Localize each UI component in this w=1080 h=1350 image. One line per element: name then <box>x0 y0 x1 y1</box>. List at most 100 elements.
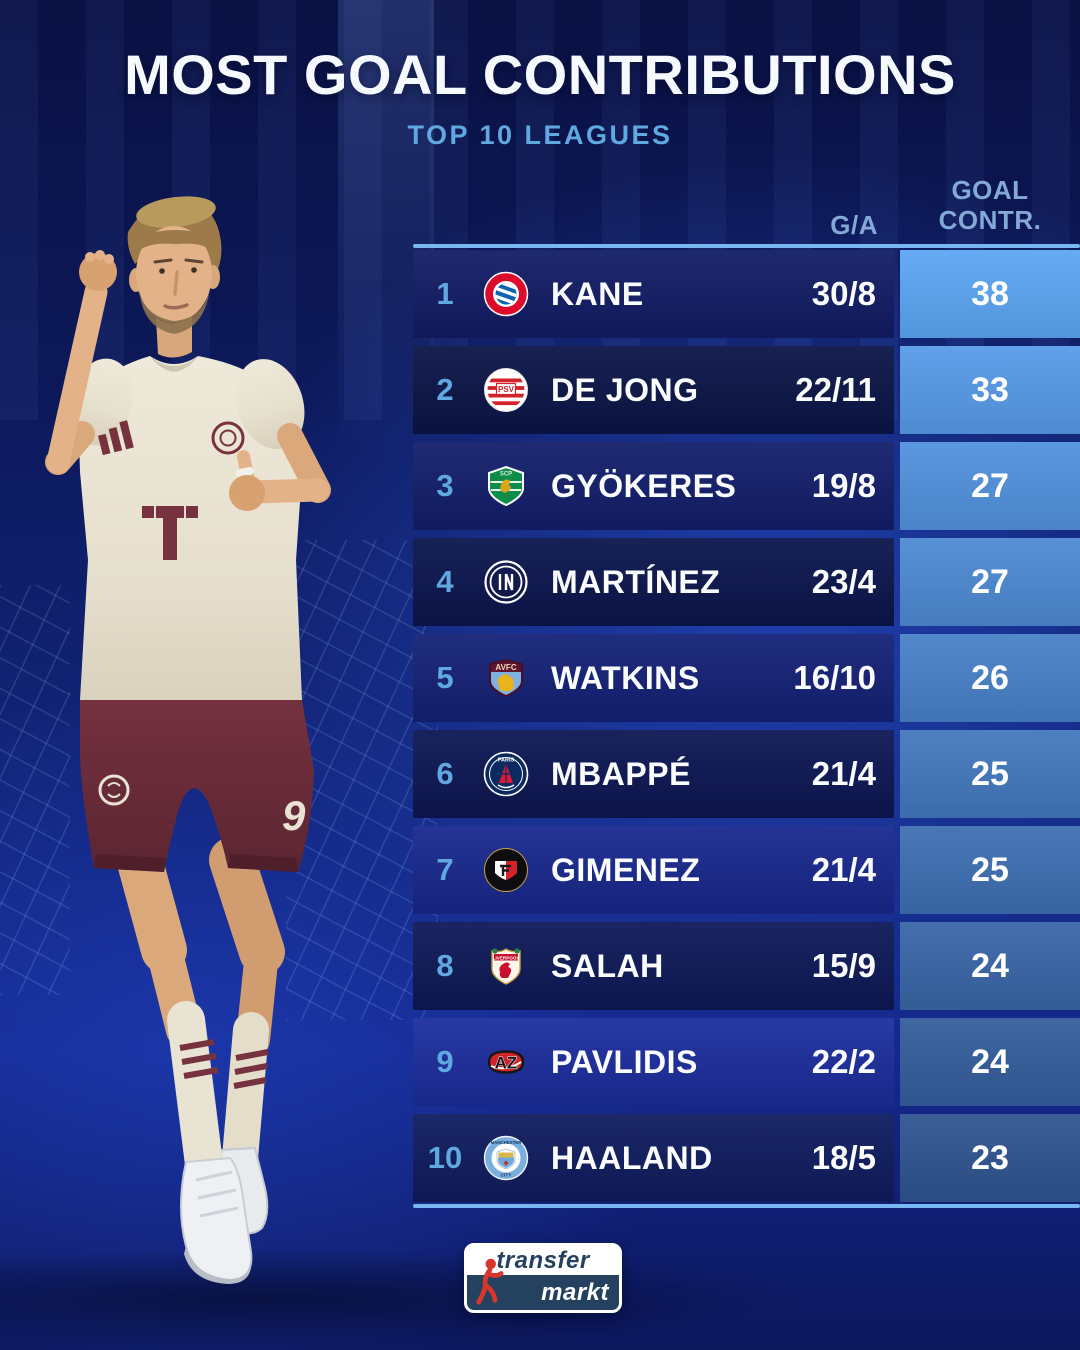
table-row: 9 AZ PAVLIDIS 22/2 24 <box>413 1018 1080 1106</box>
goal-contr-value: 38 <box>971 274 1009 313</box>
table-bottom-border <box>413 1204 1080 1208</box>
svg-text:PSV: PSV <box>498 385 515 394</box>
table-row-main: 8 LIVERPOOL SALAH 15/9 <box>413 922 894 1010</box>
liverpool-badge-icon: LIVERPOOL <box>483 943 529 989</box>
column-header-contr: CONTR. <box>938 204 1042 235</box>
goal-contr-cell: 23 <box>900 1114 1080 1202</box>
table-row: 7 GIMENEZ 21/4 25 <box>413 826 1080 914</box>
goal-contr-cell: 27 <box>900 538 1080 626</box>
sporting-cp-badge-icon: SCP <box>483 463 529 509</box>
goal-contr-cell: 38 <box>900 250 1080 338</box>
goal-contr-cell: 33 <box>900 346 1080 434</box>
table-row-main: 5 AVFC WATKINS 16/10 <box>413 634 894 722</box>
goal-contr-value: 23 <box>971 1138 1009 1177</box>
player-name: SALAH <box>551 947 664 984</box>
table-row-main: 4 MARTÍNEZ 23/4 <box>413 538 894 626</box>
goal-contr-value: 25 <box>971 754 1009 793</box>
table-row: 4 MARTÍNEZ 23/4 27 <box>413 538 1080 626</box>
table-row: 10 MANCHESTER CITY HAALAND 18/5 23 <box>413 1114 1080 1202</box>
bayern-munich-badge-icon <box>483 271 529 317</box>
goal-contr-cell: 24 <box>900 922 1080 1010</box>
ranking-table: 1 KANE 30/8 38 2 PSV DE JONG 22/11 33 3 … <box>413 250 1080 1202</box>
ga-value: 21/4 <box>811 851 876 888</box>
table-row: 3 SCP GYÖKERES 19/8 27 <box>413 442 1080 530</box>
rank-label: 1 <box>436 276 454 311</box>
table-row-main: 7 GIMENEZ 21/4 <box>413 826 894 914</box>
table-row-main: 10 MANCHESTER CITY HAALAND 18/5 <box>413 1114 894 1202</box>
table-top-border <box>413 244 1080 248</box>
transfermarkt-player-icon <box>476 1258 504 1305</box>
svg-text:9: 9 <box>282 792 306 839</box>
rank-label: 5 <box>436 660 454 695</box>
page-title: MOST GOAL CONTRIBUTIONS <box>124 43 956 106</box>
page-subtitle: TOP 10 LEAGUES <box>407 120 673 150</box>
ga-value: 21/4 <box>811 755 876 792</box>
inter-milan-badge-icon <box>483 559 529 605</box>
goal-contr-cell: 27 <box>900 442 1080 530</box>
goal-contr-value: 24 <box>971 946 1009 985</box>
goal-contr-cell: 25 <box>900 730 1080 818</box>
transfermarkt-word-transfer: transfer <box>496 1246 590 1274</box>
table-row: 6 PARIS MBAPPÉ 21/4 25 <box>413 730 1080 818</box>
goal-contr-value: 26 <box>971 658 1009 697</box>
goal-contr-cell: 25 <box>900 826 1080 914</box>
rank-label: 3 <box>436 468 454 503</box>
svg-text:AVFC: AVFC <box>495 663 516 672</box>
player-name: HAALAND <box>551 1139 713 1176</box>
player-name: WATKINS <box>551 659 700 696</box>
player-name: KANE <box>551 275 644 312</box>
goal-contr-value: 27 <box>971 466 1009 505</box>
table-row: 2 PSV DE JONG 22/11 33 <box>413 346 1080 434</box>
rank-label: 10 <box>427 1140 463 1175</box>
player-name: GIMENEZ <box>551 851 701 888</box>
column-header-goal: GOAL <box>951 175 1029 205</box>
rank-label: 9 <box>436 1044 454 1079</box>
psg-badge-icon: PARIS <box>483 751 529 797</box>
feyenoord-badge-icon <box>483 847 529 893</box>
svg-text:PARIS: PARIS <box>498 758 515 764</box>
goal-contr-cell: 26 <box>900 634 1080 722</box>
ga-value: 19/8 <box>811 467 876 504</box>
player-name: GYÖKERES <box>551 467 737 504</box>
goal-contr-value: 25 <box>971 850 1009 889</box>
column-header-goal-contr: GOAL CONTR. <box>900 175 1080 236</box>
rank-label: 2 <box>436 372 454 407</box>
table-row-main: 1 KANE 30/8 <box>413 250 894 338</box>
player-name: PAVLIDIS <box>551 1043 698 1080</box>
goal-contr-value: 24 <box>971 1042 1009 1081</box>
player-name: DE JONG <box>551 371 699 408</box>
table-row: 5 AVFC WATKINS 16/10 26 <box>413 634 1080 722</box>
goal-contr-value: 27 <box>971 562 1009 601</box>
goal-contr-cell: 24 <box>900 1018 1080 1106</box>
ga-value: 15/9 <box>811 947 876 984</box>
player-name: MARTÍNEZ <box>551 563 721 600</box>
table-row-main: 9 AZ PAVLIDIS 22/2 <box>413 1018 894 1106</box>
table-row-main: 3 SCP GYÖKERES 19/8 <box>413 442 894 530</box>
ga-value: 23/4 <box>811 563 876 600</box>
svg-text:AZ: AZ <box>495 1054 518 1073</box>
table-row: 1 KANE 30/8 38 <box>413 250 1080 338</box>
ga-value: 16/10 <box>793 659 876 696</box>
table-row-main: 6 PARIS MBAPPÉ 21/4 <box>413 730 894 818</box>
psv-badge-icon: PSV <box>483 367 529 413</box>
table-row-main: 2 PSV DE JONG 22/11 <box>413 346 894 434</box>
svg-text:MANCHESTER: MANCHESTER <box>491 1140 523 1145</box>
column-header-ga: G/A <box>830 210 878 240</box>
svg-text:SCP: SCP <box>500 472 512 478</box>
rank-label: 8 <box>436 948 454 983</box>
goal-net-pattern-left <box>0 585 70 995</box>
manchester-city-badge-icon: MANCHESTER CITY <box>483 1135 529 1181</box>
rank-label: 4 <box>436 564 454 599</box>
goal-contr-value: 33 <box>971 370 1009 409</box>
az-alkmaar-badge-icon: AZ <box>483 1039 529 1085</box>
aston-villa-badge-icon: AVFC <box>483 655 529 701</box>
ga-value: 22/2 <box>811 1043 876 1080</box>
transfermarkt-logo: transfer markt <box>464 1243 622 1313</box>
table-row: 8 LIVERPOOL SALAH 15/9 24 <box>413 922 1080 1010</box>
ga-value: 22/11 <box>795 371 876 408</box>
rank-label: 7 <box>436 852 454 887</box>
player-name: MBAPPÉ <box>551 755 691 792</box>
svg-text:CITY: CITY <box>501 1173 513 1179</box>
ga-value: 30/8 <box>811 275 876 312</box>
